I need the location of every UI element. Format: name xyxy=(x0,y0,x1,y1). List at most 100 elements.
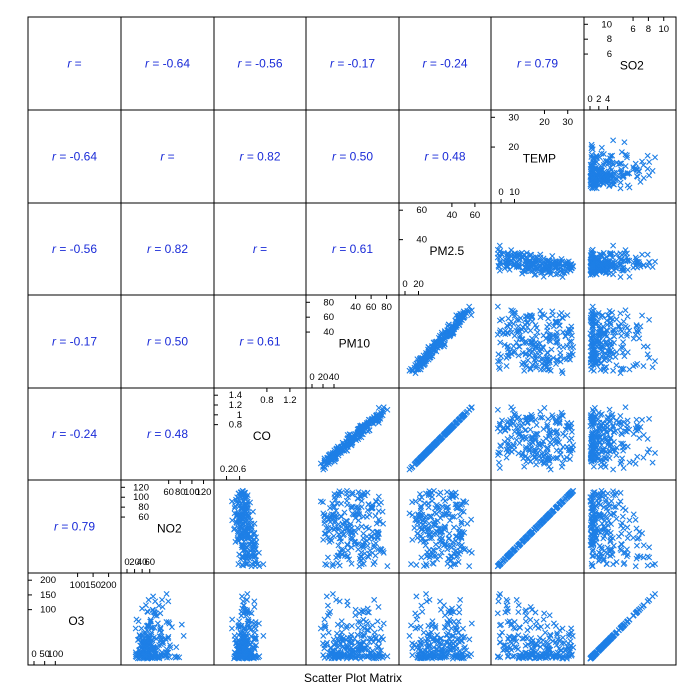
data-point xyxy=(626,184,633,191)
data-point xyxy=(590,175,596,182)
data-point-stroke xyxy=(593,159,600,166)
corr-pm25-no2: r = 0.48 xyxy=(147,427,188,441)
data-point-stroke xyxy=(598,144,605,151)
corr-value: = 0.61 xyxy=(336,242,373,256)
diag-upper-x-tick: 20 xyxy=(539,117,550,128)
data-point-stroke xyxy=(607,177,614,184)
diag-upper-x-tick: 1.2 xyxy=(283,395,296,406)
data-point-stroke xyxy=(598,176,605,183)
data-point xyxy=(591,165,598,172)
corr-o3-o3: r = xyxy=(67,57,81,71)
corr-value: = -0.64 xyxy=(149,57,190,71)
panel-co-o3: r = -0.56 xyxy=(27,202,122,296)
data-point xyxy=(598,144,605,151)
panel-o3-pm25: r = -0.24 xyxy=(398,16,492,111)
panel-co-co: r = xyxy=(213,202,307,296)
diag-upper-x-tick: 40 xyxy=(447,210,458,221)
data-point-stroke xyxy=(630,164,637,171)
panel-frame xyxy=(398,109,492,204)
data-point-stroke xyxy=(588,151,595,158)
corr-symbol: r xyxy=(239,150,244,164)
data-point xyxy=(617,160,624,167)
panel-frame xyxy=(27,202,122,296)
data-point-stroke xyxy=(621,139,628,146)
data-point-stroke xyxy=(609,161,616,168)
data-point-stroke xyxy=(588,170,595,177)
panel-co-temp xyxy=(490,202,585,296)
corr-value: = 0.61 xyxy=(243,335,280,349)
corr-symbol: r xyxy=(332,242,337,256)
diag-upper-y-tick: 30 xyxy=(508,112,519,123)
corr-no2-o3: r = -0.64 xyxy=(52,150,97,164)
corr-pm10-co: r = 0.61 xyxy=(239,335,280,349)
variable-label-temp: TEMP xyxy=(523,151,556,165)
diag-lower-x-tick: 0 xyxy=(309,372,314,383)
panel-frame xyxy=(27,16,122,111)
data-point-stroke xyxy=(590,156,597,163)
diag-upper-x-tick: 80 xyxy=(381,302,392,313)
data-point xyxy=(588,170,595,177)
corr-value: = 0.82 xyxy=(243,150,280,164)
data-point xyxy=(604,174,611,181)
data-point-stroke xyxy=(588,141,595,148)
data-point-stroke xyxy=(644,165,651,172)
data-point xyxy=(618,160,625,167)
data-point xyxy=(618,166,625,173)
panel-frame xyxy=(583,202,677,296)
data-point-stroke xyxy=(589,143,596,150)
corr-symbol: r xyxy=(332,150,337,164)
data-point-stroke xyxy=(623,154,630,161)
panel-pm25-pm10 xyxy=(305,387,400,481)
data-point xyxy=(589,165,596,172)
data-point xyxy=(617,179,624,186)
corr-symbol: r xyxy=(52,150,57,164)
diag-upper-y-tick: 60 xyxy=(323,312,334,323)
data-point xyxy=(622,163,629,170)
diag-upper-x-tick: 60 xyxy=(470,210,481,221)
corr-value: = xyxy=(71,57,81,71)
data-point xyxy=(609,152,616,159)
panel-co-pm10: r = 0.61 xyxy=(305,202,400,296)
panel-frame xyxy=(490,16,585,111)
diag-lower-x-tick: 0 xyxy=(498,187,503,198)
panel-pm10-temp xyxy=(490,294,585,389)
panel-no2-o3: r = -0.64 xyxy=(27,109,122,204)
data-point-stroke xyxy=(506,266,513,273)
corr-value: = 0.48 xyxy=(151,427,188,441)
panel-frame xyxy=(120,109,215,204)
data-point-stroke xyxy=(640,162,647,169)
diag-lower-x-tick: 40 xyxy=(329,372,340,383)
data-point xyxy=(613,169,620,176)
data-point xyxy=(561,269,568,276)
panel-frame xyxy=(305,109,400,204)
points-co-vs-temp xyxy=(494,242,577,281)
diag-upper-x-tick: 40 xyxy=(350,302,361,313)
data-point xyxy=(619,172,626,179)
data-point-stroke xyxy=(590,175,596,182)
corr-value: = xyxy=(164,150,174,164)
diag-upper-x-tick: 0.8 xyxy=(260,395,273,406)
corr-symbol: r xyxy=(330,57,335,71)
data-point-stroke xyxy=(619,172,626,179)
corr-value: = -0.56 xyxy=(241,57,282,71)
corr-symbol: r xyxy=(253,242,258,256)
data-point-stroke xyxy=(640,175,647,182)
corr-value: = -0.24 xyxy=(426,57,467,71)
diag-lower-x-tick: 0 xyxy=(587,94,592,105)
diag-upper-x-tick: 10 xyxy=(658,24,669,35)
data-point xyxy=(640,162,647,169)
corr-value: = -0.17 xyxy=(334,57,375,71)
data-point xyxy=(549,253,556,259)
corr-symbol: r xyxy=(517,57,522,71)
data-point xyxy=(646,172,653,179)
corr-value: = 0.50 xyxy=(336,150,373,164)
data-point-stroke xyxy=(636,168,643,175)
panel-no2-so2 xyxy=(583,109,677,204)
variable-label-pm25: PM2.5 xyxy=(429,244,464,258)
corr-value: = xyxy=(257,242,267,256)
diag-upper-y-tick: 10 xyxy=(601,19,612,30)
panel-pm25-co: CO0.2 0.60.8 1.20.811.21.4 xyxy=(213,387,307,481)
